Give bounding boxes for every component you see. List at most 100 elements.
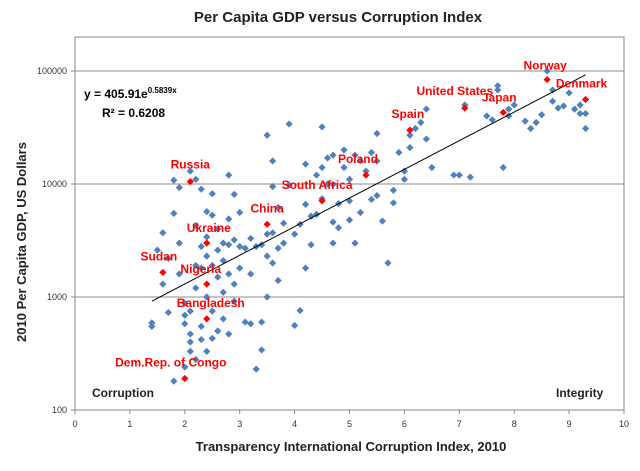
- highlighted-point: [461, 104, 469, 112]
- data-point: [225, 270, 233, 278]
- data-point: [389, 199, 398, 207]
- highlighted-point: [263, 220, 271, 228]
- x-tick-label: 6: [402, 419, 407, 429]
- data-point: [384, 259, 392, 267]
- country-label: United States: [416, 84, 493, 98]
- data-point: [203, 207, 211, 216]
- data-point: [329, 180, 337, 189]
- trendline: [151, 74, 586, 302]
- data-point: [417, 118, 425, 127]
- r-squared-label: R² = 0.6208: [102, 106, 165, 120]
- highlighted-point: [499, 108, 507, 117]
- data-point: [400, 175, 408, 183]
- data-point: [422, 105, 430, 113]
- data-point: [225, 241, 233, 249]
- data-point: [549, 97, 557, 105]
- data-point: [170, 176, 178, 184]
- data-point: [345, 175, 354, 183]
- data-point: [549, 86, 557, 94]
- y-tick-label: 100000: [37, 66, 67, 76]
- equation-base: y = 405.91e: [84, 87, 148, 101]
- country-label: Poland: [338, 152, 378, 166]
- data-point: [312, 171, 321, 179]
- data-point: [307, 241, 315, 249]
- data-point: [164, 308, 172, 317]
- data-point: [488, 116, 496, 124]
- data-point: [373, 191, 381, 200]
- chart-title: Per Capita GDP versus Corruption Index: [194, 9, 483, 26]
- axes: 100 1000 10000 100000 0 1 2 3 4 5 6 7 8 9 10: [37, 36, 629, 429]
- data-point: [186, 347, 194, 356]
- data-point: [181, 320, 189, 328]
- data-point: [192, 355, 200, 364]
- data-point: [494, 86, 502, 94]
- data-point: [356, 157, 365, 165]
- highlighted-point: [203, 280, 211, 288]
- data-point: [301, 160, 310, 168]
- data-point: [241, 244, 249, 252]
- data-point: [378, 217, 387, 225]
- trendline-group: [151, 74, 586, 302]
- data-point: [181, 311, 189, 319]
- data-point: [301, 200, 310, 209]
- data-point: [554, 104, 562, 112]
- data-point: [505, 105, 513, 113]
- data-point: [389, 186, 398, 194]
- data-point: [570, 105, 579, 113]
- data-point: [236, 242, 244, 251]
- data-point: [236, 208, 244, 217]
- data-point: [175, 270, 183, 278]
- data-point: [186, 167, 194, 175]
- corner-label-integrity: Integrity: [556, 386, 604, 400]
- data-point: [170, 209, 178, 217]
- data-point: [455, 171, 463, 179]
- data-point: [351, 239, 359, 247]
- data-point: [263, 131, 271, 139]
- highlighted-point: [186, 178, 194, 186]
- data-point: [367, 195, 376, 204]
- data-point: [197, 242, 205, 251]
- data-point: [208, 211, 216, 219]
- highlighted-point: [181, 374, 189, 383]
- data-point: [192, 261, 200, 270]
- data-point: [175, 239, 183, 247]
- data-point: [219, 239, 227, 247]
- y-tick-label: 1000: [47, 292, 67, 302]
- y-tick-label: 10000: [42, 179, 67, 189]
- data-point: [148, 322, 156, 330]
- country-label: Russia: [171, 158, 211, 172]
- country-label: Denmark: [556, 76, 608, 90]
- data-point: [329, 218, 337, 226]
- country-label: Norway: [523, 59, 567, 73]
- data-point: [400, 167, 408, 175]
- data-point: [329, 239, 337, 247]
- data-point: [291, 321, 299, 330]
- corner-label-corruption: Corruption: [92, 386, 154, 400]
- data-point: [208, 334, 216, 343]
- highlighted-point: [318, 197, 326, 205]
- x-tick-label: 10: [619, 419, 629, 429]
- data-point: [406, 144, 414, 152]
- country-label: Dem.Rep. of Congo: [115, 356, 226, 370]
- highlighted-point: [543, 75, 551, 84]
- data-point: [581, 109, 590, 118]
- data-point: [301, 264, 310, 272]
- data-point: [225, 215, 233, 223]
- data-point: [225, 330, 233, 338]
- data-point: [560, 102, 568, 110]
- country-label: Ukraine: [187, 221, 231, 235]
- data-point: [274, 244, 282, 252]
- data-point: [203, 233, 211, 241]
- data-point: [208, 261, 216, 270]
- data-point: [543, 67, 551, 75]
- data-point: [186, 330, 194, 338]
- data-point: [521, 117, 529, 125]
- data-point: [367, 148, 376, 157]
- highlighted-point: [159, 268, 167, 277]
- data-point: [285, 120, 293, 128]
- data-point: [203, 252, 211, 260]
- highlighted-point: [362, 171, 370, 179]
- x-tick-label: 8: [512, 419, 517, 429]
- x-tick-label: 4: [292, 419, 297, 429]
- data-point: [230, 190, 238, 198]
